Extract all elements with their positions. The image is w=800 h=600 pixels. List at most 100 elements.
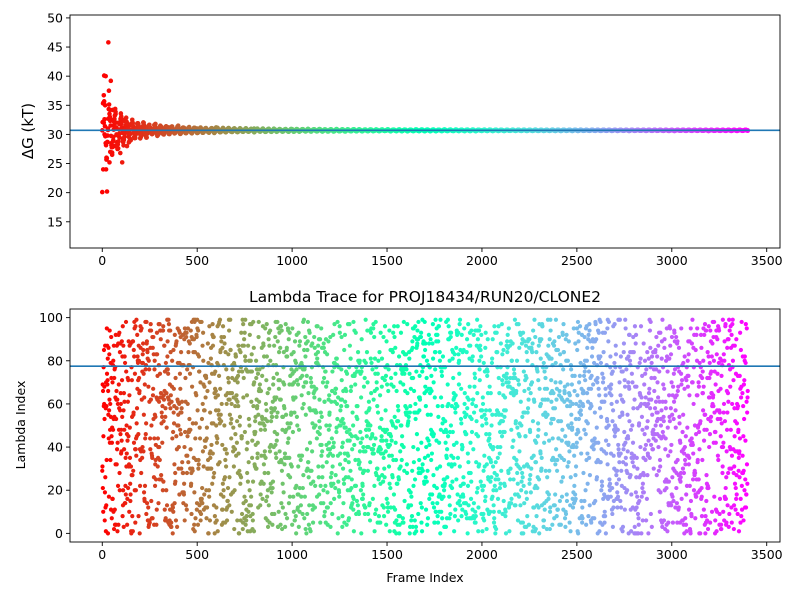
lambda-point (189, 481, 194, 486)
lambda-point (466, 460, 471, 465)
lambda-point (261, 462, 266, 467)
lambda-point (387, 328, 392, 333)
lambda-point (391, 492, 397, 497)
lambda-point (476, 529, 481, 534)
lambda-point (186, 350, 191, 355)
lambda-point (100, 485, 105, 491)
lambda-point (658, 423, 664, 428)
lambda-point (667, 419, 672, 424)
lambda-point (280, 414, 286, 419)
lambda-point (168, 406, 173, 411)
lambda-point (245, 440, 250, 445)
lambda-point (283, 524, 288, 529)
lambda-point (130, 514, 135, 519)
lambda-point (382, 378, 387, 383)
lambda-point (271, 375, 276, 381)
lambda-point (473, 520, 478, 525)
lambda-point (669, 503, 674, 508)
lambda-point (244, 393, 250, 398)
lambda-point (678, 479, 683, 484)
lambda-point (643, 457, 648, 463)
lambda-point (426, 438, 431, 443)
lambda-point (648, 511, 653, 517)
lambda-point (696, 384, 702, 389)
lambda-point (569, 367, 574, 372)
lambda-point (255, 440, 260, 445)
lambda-point (553, 492, 558, 497)
lambda-point (297, 343, 302, 348)
lambda-point (315, 356, 320, 361)
lambda-point (637, 421, 642, 426)
lambda-point (481, 468, 486, 473)
lambda-point (287, 425, 292, 430)
lambda-point (108, 401, 113, 407)
lambda-point (274, 371, 280, 376)
lambda-point (653, 399, 659, 404)
lambda-point (261, 343, 266, 348)
lambda-point (590, 345, 595, 350)
lambda-point (183, 503, 189, 508)
lambda-point (270, 414, 275, 419)
lambda-point (313, 483, 318, 489)
lambda-point (290, 429, 296, 435)
lambda-point (513, 419, 518, 424)
lambda-point (131, 347, 136, 353)
lambda-point (184, 330, 189, 335)
lambda-point (685, 358, 690, 363)
lambda-point (515, 470, 520, 476)
lambda-point (580, 403, 586, 409)
lambda-point (626, 354, 631, 359)
lambda-point (223, 457, 228, 463)
lambda-point (249, 494, 254, 499)
lambda-point (573, 473, 578, 478)
lambda-point (307, 503, 312, 508)
lambda-point (277, 449, 282, 454)
lambda-point (201, 464, 206, 469)
lambda-point (220, 507, 225, 512)
lambda-point (272, 511, 277, 517)
lambda-point (570, 505, 576, 510)
lambda-point (317, 492, 322, 497)
lambda-point (207, 518, 213, 523)
lambda-point (440, 354, 446, 359)
lambda-point (222, 475, 228, 480)
lambda-point (610, 524, 616, 529)
lambda-point (622, 384, 628, 389)
lambda-point (367, 406, 372, 411)
lambda-point (143, 436, 148, 441)
lambda-point (690, 317, 695, 322)
lambda-point (661, 382, 666, 387)
lambda-point (642, 447, 647, 452)
lambda-point (419, 330, 424, 335)
lambda-point (195, 408, 200, 413)
lambda-point (239, 511, 245, 517)
lambda-point (179, 406, 184, 411)
lambda-point (368, 330, 374, 335)
lambda-point (457, 317, 463, 322)
lambda-point (428, 337, 433, 342)
lambda-point (407, 356, 412, 361)
lambda-point (333, 473, 338, 478)
lambda-point (236, 403, 241, 409)
lambda-point (256, 412, 261, 417)
lambda-point (209, 466, 214, 471)
lambda-point (359, 369, 364, 374)
lambda-point (528, 473, 533, 478)
lambda-point (114, 388, 119, 394)
lambda-point (676, 345, 682, 350)
lambda-point (251, 529, 257, 534)
lambda-point (321, 375, 327, 381)
lambda-point (211, 475, 216, 480)
lambda-point (129, 378, 134, 383)
lambda-point (412, 477, 418, 482)
lambda-point (563, 511, 569, 517)
lambda-point (114, 416, 119, 422)
lambda-point (159, 473, 164, 478)
lambda-point (318, 483, 323, 489)
lambda-point (308, 529, 313, 534)
lambda-point (516, 382, 522, 387)
lambda-point (628, 473, 633, 478)
lambda-point (616, 442, 621, 448)
lambda-point (373, 436, 378, 441)
lambda-point (559, 438, 564, 443)
